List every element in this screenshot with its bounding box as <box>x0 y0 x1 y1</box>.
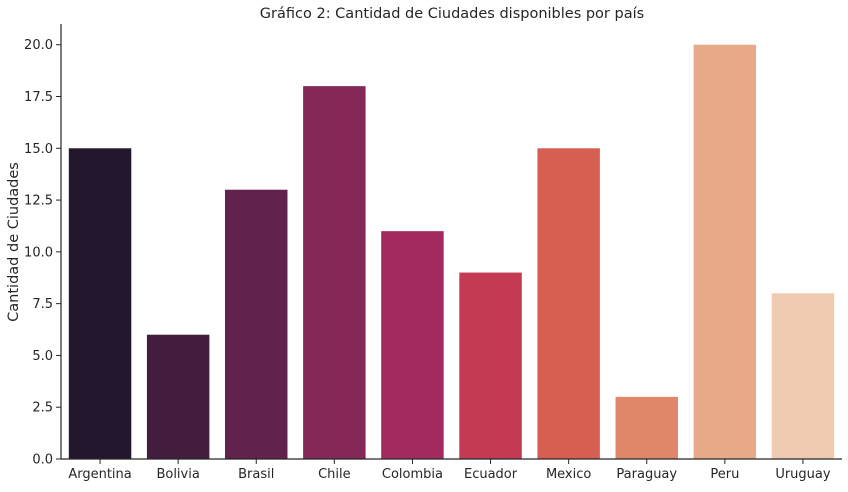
y-axis-title: Cantidad de Ciudades <box>6 162 22 322</box>
bar-argentina <box>68 148 132 460</box>
y-tick-label: 5.0 <box>32 349 53 364</box>
y-tick-label: 17.5 <box>24 90 53 105</box>
y-tick-label: 10.0 <box>24 245 53 260</box>
x-tick-label: Colombia <box>382 467 443 482</box>
bar-brasil <box>225 189 288 459</box>
y-ticks-layer: 0.0 2.5 5.0 7.5 10.0 12.5 15.0 17.5 20.0 <box>24 38 61 468</box>
bar-mexico <box>537 148 600 460</box>
y-tick-label: 7.5 <box>32 297 53 312</box>
x-tick-label: Argentina <box>68 467 131 482</box>
bar-chile <box>303 86 366 460</box>
y-tick-label: 0.0 <box>32 453 53 468</box>
x-tick-label: Chile <box>318 467 351 482</box>
bar-bolivia <box>146 334 210 459</box>
y-tick-label: 12.5 <box>24 194 53 209</box>
x-tick-label: Mexico <box>546 467 591 482</box>
bar-paraguay <box>615 396 678 459</box>
x-tick-label: Bolivia <box>156 467 199 482</box>
x-ticks-layer: Argentina Bolivia Brasil Chile Colombia Ecuad… <box>68 459 831 482</box>
bar-uruguay <box>771 293 835 459</box>
chart-title: Gráfico 2: Cantidad de Ciudades disponib… <box>260 6 644 22</box>
y-tick-label: 15.0 <box>24 142 53 157</box>
x-tick-label: Ecuador <box>464 467 518 482</box>
x-tick-label: Paraguay <box>616 467 677 482</box>
bar-ecuador <box>459 272 522 459</box>
bar-colombia <box>381 231 444 459</box>
x-tick-label: Brasil <box>238 467 274 482</box>
x-tick-label: Peru <box>710 467 739 482</box>
bars-layer <box>68 44 835 460</box>
x-tick-label: Uruguay <box>775 467 831 482</box>
y-tick-label: 2.5 <box>32 401 53 416</box>
bar-peru <box>693 44 757 459</box>
y-tick-label: 20.0 <box>24 38 53 53</box>
